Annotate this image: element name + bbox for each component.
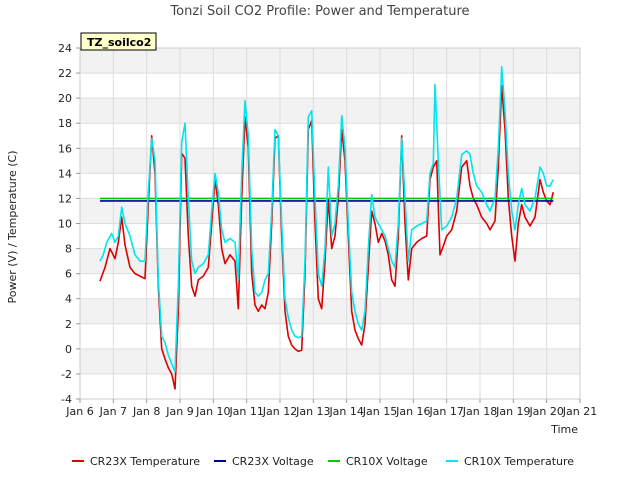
grid-band (80, 298, 580, 324)
x-tick-label: Jan 12 (262, 405, 297, 418)
series-lines (99, 66, 555, 390)
y-tick-label: 6 (65, 268, 72, 281)
x-tick-label: Jan 7 (99, 405, 127, 418)
legend-label: CR10X Temperature (464, 455, 574, 468)
x-tick-label: Jan 9 (165, 405, 193, 418)
x-tick-label: Jan 20 (528, 405, 563, 418)
x-tick-label: Jan 13 (295, 405, 330, 418)
station-label: TZ_soilco2 (80, 32, 157, 51)
grid-band (80, 98, 580, 124)
grid-band (80, 348, 580, 374)
y-tick-label: 4 (65, 293, 72, 306)
y-tick-label: 18 (58, 117, 72, 130)
station-label-box (80, 32, 157, 51)
y-tick-label: 10 (58, 218, 72, 231)
x-tick-label: Jan 8 (132, 405, 160, 418)
x-tick-label: Jan 11 (228, 405, 263, 418)
chart-title: Tonzi Soil CO2 Profile: Power and Temper… (169, 4, 469, 19)
x-tick-label: Jan 14 (328, 405, 363, 418)
station-label-text: TZ_soilco2 (87, 36, 151, 49)
x-tick-label: Jan 6 (65, 405, 93, 418)
y-tick-label: 8 (65, 243, 72, 256)
y-tick-label: 24 (58, 42, 72, 55)
x-tick-label: Jan 15 (362, 405, 397, 418)
y-tick-label: 0 (65, 343, 72, 356)
y-tick-label: 22 (58, 67, 72, 80)
y-tick-label: 2 (65, 318, 72, 331)
grid-band (80, 48, 580, 74)
grid-band (80, 248, 580, 274)
x-tick-label: Jan 21 (562, 405, 597, 418)
series-line-3 (99, 66, 555, 373)
y-tick-label: 16 (58, 142, 72, 155)
legend-label: CR23X Voltage (232, 455, 314, 468)
x-tick-label: Jan 19 (495, 405, 530, 418)
x-tick-label: Jan 18 (462, 405, 497, 418)
y-tick-label: -2 (61, 368, 72, 381)
legend: CR23X Temperature CR23X Voltage CR10X Volt… (72, 455, 574, 468)
y-tick-label: -4 (61, 393, 72, 406)
x-tick-label: Jan 10 (195, 405, 230, 418)
x-tick-label: Jan 16 (395, 405, 430, 418)
legend-label: CR23X Temperature (90, 455, 200, 468)
legend-label: CR10X Voltage (346, 455, 428, 468)
x-axis-label: Time (550, 423, 578, 436)
y-tick-label: 20 (58, 92, 72, 105)
y-tick-label: 14 (58, 167, 72, 180)
y-axis-label: Power (V) / Temperature (C) (6, 150, 19, 303)
x-tick-label: Jan 17 (428, 405, 463, 418)
y-tick-label: 12 (58, 192, 72, 205)
